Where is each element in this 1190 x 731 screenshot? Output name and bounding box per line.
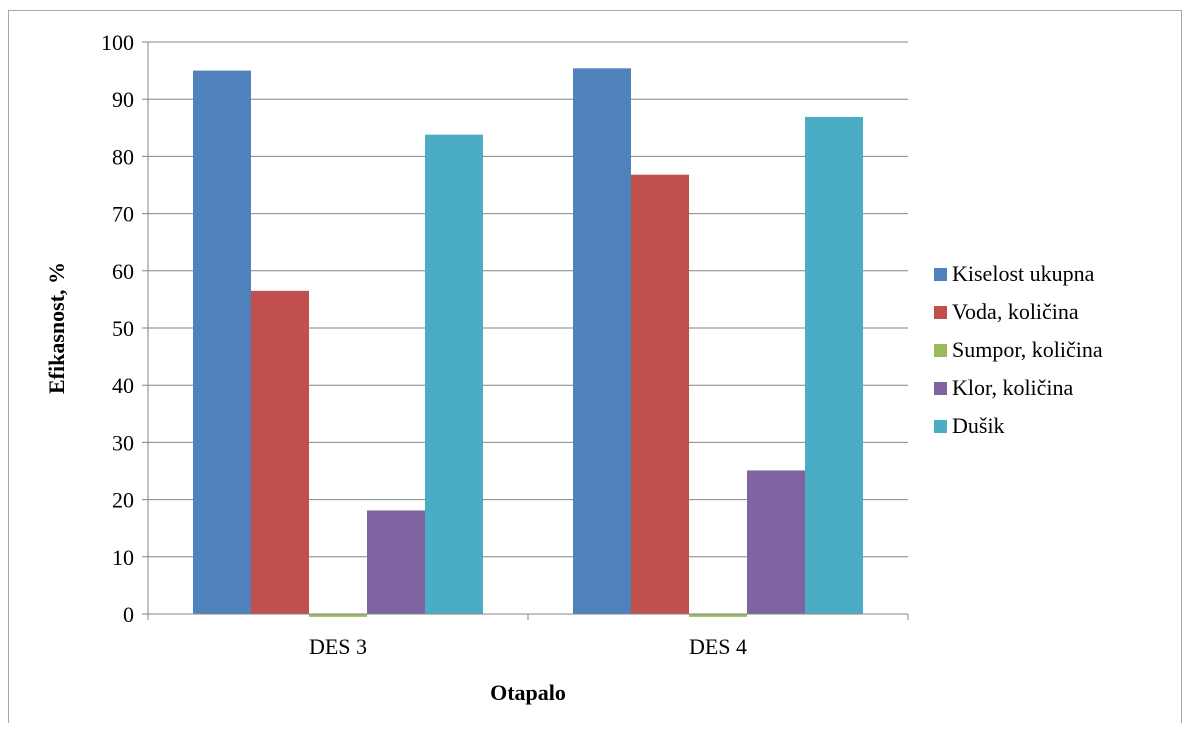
bar-des-3-series-1 xyxy=(251,290,309,614)
y-tick-label-10: 10 xyxy=(112,545,134,570)
bar-des-4-series-0 xyxy=(573,68,631,614)
legend-swatch-3 xyxy=(934,382,947,395)
legend-swatch-1 xyxy=(934,306,947,319)
y-tick-label-90: 90 xyxy=(112,87,134,112)
bar-des-3-series-3 xyxy=(367,510,425,614)
bar-des-4-series-4 xyxy=(805,116,863,614)
y-tick-label-60: 60 xyxy=(112,259,134,284)
y-tick-label-40: 40 xyxy=(112,373,134,398)
bar-des-3-series-4 xyxy=(425,134,483,614)
x-tick-label-0: DES 3 xyxy=(309,634,367,659)
bar-des-4-series-3 xyxy=(747,470,805,614)
axes: 0 10 20 30 40 50 60 70 80 90 100 DES 3 DES 4 xyxy=(101,30,909,659)
bar-des-4-series-1 xyxy=(631,174,689,615)
legend-swatch-4 xyxy=(934,420,947,433)
y-tick-label-50: 50 xyxy=(112,316,134,341)
y-axis-title: Efikasnost, % xyxy=(44,262,69,394)
legend-label-1: Voda, količina xyxy=(952,299,1079,324)
bar-des-3-series-2 xyxy=(309,614,367,617)
y-tick-label-80: 80 xyxy=(112,144,134,169)
y-tick-label-100: 100 xyxy=(101,30,134,55)
y-tick-label-0: 0 xyxy=(123,602,134,627)
bar-des-3-series-0 xyxy=(193,70,251,615)
legend-label-2: Sumpor, količina xyxy=(952,337,1103,362)
y-tick-label-30: 30 xyxy=(112,430,134,455)
legend-label-0: Kiselost ukupna xyxy=(952,261,1095,286)
y-tick-label-70: 70 xyxy=(112,202,134,227)
y-tick-label-20: 20 xyxy=(112,488,134,513)
x-axis-title: Otapalo xyxy=(490,680,566,705)
legend-label-4: Dušik xyxy=(952,413,1005,438)
legend: Kiselost ukupna Voda, količina Sumpor, kol… xyxy=(934,261,1103,438)
x-tick-label-1: DES 4 xyxy=(689,634,747,659)
bars xyxy=(193,68,863,617)
legend-label-3: Klor, količina xyxy=(952,375,1074,400)
legend-swatch-2 xyxy=(934,344,947,357)
chart-frame xyxy=(8,10,1182,723)
bar-des-4-series-2 xyxy=(689,614,747,617)
legend-swatch-0 xyxy=(934,268,947,281)
